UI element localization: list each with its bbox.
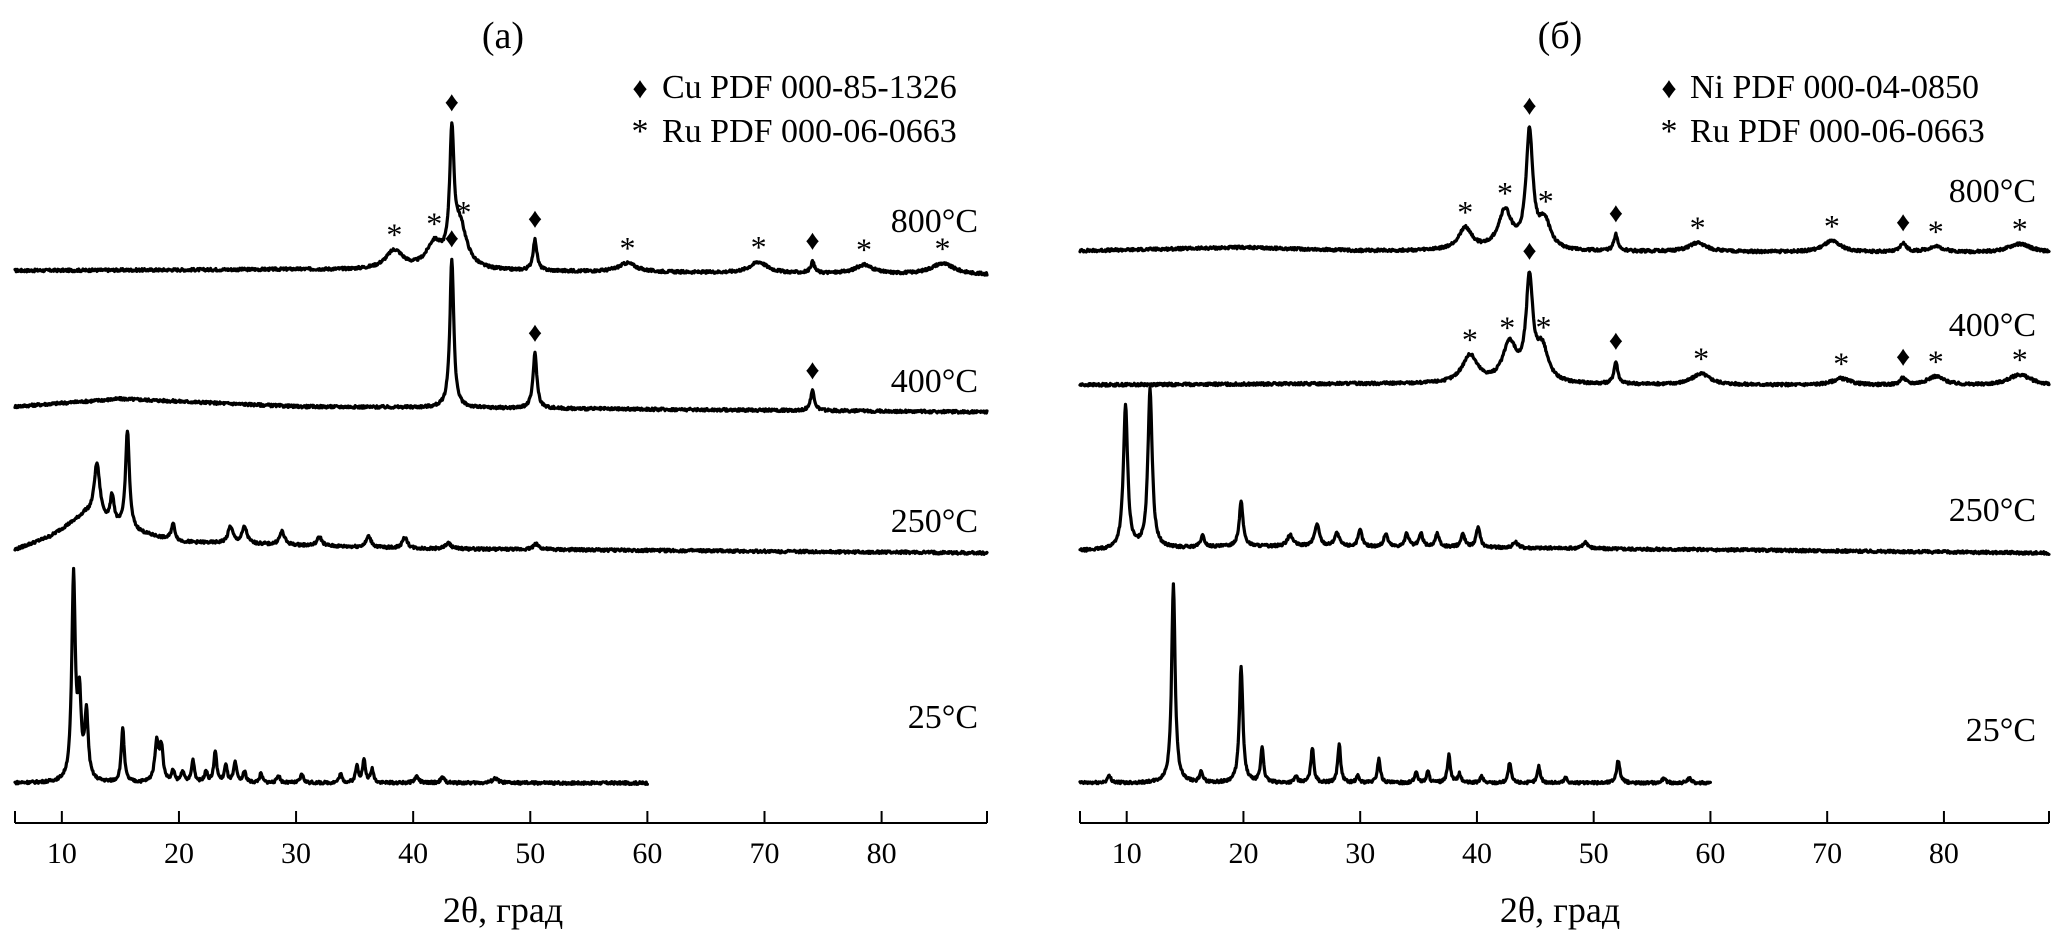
series-label-400c: 400°C <box>1949 307 2036 344</box>
star-marker-icon: * <box>1538 183 1554 219</box>
star-marker-icon: * <box>620 230 636 266</box>
diamond-marker-icon: ♦ <box>1609 326 1623 357</box>
series-line-800c <box>13 121 989 277</box>
x-tick-label: 70 <box>749 837 779 870</box>
series-line-400c <box>1078 270 2051 388</box>
star-marker-icon: * <box>386 216 402 252</box>
diamond-marker-icon: ♦ <box>528 204 542 235</box>
panel-b-series: ♦** * ♦ * * ♦ * *♦* * * ♦ * * ♦ * * <box>1078 91 2051 786</box>
panel-b: (б) ♦ Ni PDF 000-04-0850 * Ru PDF 000-06… <box>1078 15 2051 930</box>
panel-a-series-labels: 800°C 400°C 250°C 25°C <box>891 203 978 736</box>
x-tick-label: 60 <box>632 837 662 870</box>
panel-b-legend: ♦ Ni PDF 000-04-0850 * Ru PDF 000-06-066… <box>1661 69 1985 150</box>
x-tick-label: 10 <box>1112 837 1142 870</box>
legend-label-ru: Ru PDF 000-06-0663 <box>1690 113 1985 150</box>
series-label-250c: 250°C <box>1949 492 2036 529</box>
panel-a-x-axis: 10 20 30 40 50 60 70 80 <box>14 811 988 870</box>
star-marker-icon: * <box>751 229 767 265</box>
legend-label-ni: Ni PDF 000-04-0850 <box>1690 69 1979 106</box>
series-line-400c <box>13 257 989 415</box>
x-tick-label: 80 <box>1929 837 1959 870</box>
x-tick-label: 30 <box>1345 837 1375 870</box>
series-label-25c: 25°C <box>1966 712 2036 749</box>
diamond-marker-icon: ♦ <box>1896 342 1910 373</box>
star-marker-icon: * <box>1693 341 1709 377</box>
series-line-250c <box>13 429 989 556</box>
star-marker-icon: * <box>1462 321 1478 357</box>
panel-b-x-axis: 10 20 30 40 50 60 70 80 <box>1079 811 2050 870</box>
x-tick-label: 70 <box>1812 837 1842 870</box>
series-line-25c <box>1078 582 1712 786</box>
star-marker-icon: * <box>1499 310 1515 346</box>
star-marker-icon: * <box>1497 175 1513 211</box>
star-marker-icon: * <box>1536 309 1552 345</box>
diamond-marker-icon: ♦ <box>445 87 459 118</box>
x-tick-label: 80 <box>867 837 897 870</box>
diamond-marker-icon: ♦ <box>1609 198 1623 229</box>
star-marker-icon: * <box>1833 345 1849 381</box>
panel-a-x-label: 2θ, град <box>443 890 563 930</box>
panel-b-series-labels: 800°C 400°C 250°C 25°C <box>1949 173 2036 749</box>
star-marker-icon: * <box>456 194 472 230</box>
star-marker-icon: * <box>1928 343 1944 379</box>
series-label-800c: 800°C <box>891 203 978 240</box>
panel-a-title: (а) <box>482 15 524 57</box>
diamond-marker-icon: ♦ <box>805 226 819 257</box>
star-marker-icon: * <box>1928 214 1944 250</box>
panel-b-x-label: 2θ, град <box>1500 890 1620 930</box>
legend-star-icon: * <box>1661 113 1678 150</box>
star-marker-icon: * <box>2012 211 2028 247</box>
star-marker-icon: * <box>426 206 442 242</box>
legend-diamond-icon: ♦ <box>1661 72 1676 105</box>
diamond-marker-icon: ♦ <box>1896 207 1910 238</box>
diamond-marker-icon: ♦ <box>1522 236 1536 267</box>
star-marker-icon: * <box>1824 208 1840 244</box>
star-marker-icon: * <box>935 230 951 266</box>
panel-a-legend: ♦ Cu PDF 000-85-1326 * Ru PDF 000-06-066… <box>632 69 957 150</box>
x-tick-label: 20 <box>1228 837 1258 870</box>
x-tick-label: 40 <box>1462 837 1492 870</box>
x-tick-label: 50 <box>515 837 545 870</box>
series-label-800c: 800°C <box>1949 173 2036 210</box>
star-marker-icon: * <box>2012 342 2028 378</box>
panel-a: (а) ♦ Cu PDF 000-85-1326 * Ru PDF 000-06… <box>13 15 989 930</box>
x-tick-label: 60 <box>1695 837 1725 870</box>
series-label-25c: 25°C <box>908 699 978 736</box>
series-label-250c: 250°C <box>891 503 978 540</box>
star-marker-icon: * <box>1690 210 1706 246</box>
legend-label-ru: Ru PDF 000-06-0663 <box>662 113 957 150</box>
star-marker-icon: * <box>1457 194 1473 230</box>
x-tick-label: 30 <box>281 837 311 870</box>
diamond-marker-icon: ♦ <box>528 317 542 348</box>
x-tick-label: 20 <box>164 837 194 870</box>
panel-a-series: ♦* * * ♦* * ♦ * *♦♦♦ <box>13 87 989 786</box>
x-tick-label: 10 <box>47 837 77 870</box>
legend-label-cu: Cu PDF 000-85-1326 <box>662 69 957 106</box>
diamond-marker-icon: ♦ <box>445 223 459 254</box>
legend-star-icon: * <box>632 113 649 150</box>
x-tick-label: 40 <box>398 837 428 870</box>
series-line-25c <box>13 566 649 786</box>
diamond-marker-icon: ♦ <box>805 355 819 386</box>
series-line-800c <box>1078 125 2051 255</box>
panel-b-title: (б) <box>1538 15 1583 57</box>
legend-diamond-icon: ♦ <box>632 72 647 105</box>
star-marker-icon: * <box>856 232 872 268</box>
diamond-marker-icon: ♦ <box>1522 91 1536 122</box>
series-line-250c <box>1078 386 2051 556</box>
x-tick-label: 50 <box>1579 837 1609 870</box>
series-label-400c: 400°C <box>891 363 978 400</box>
